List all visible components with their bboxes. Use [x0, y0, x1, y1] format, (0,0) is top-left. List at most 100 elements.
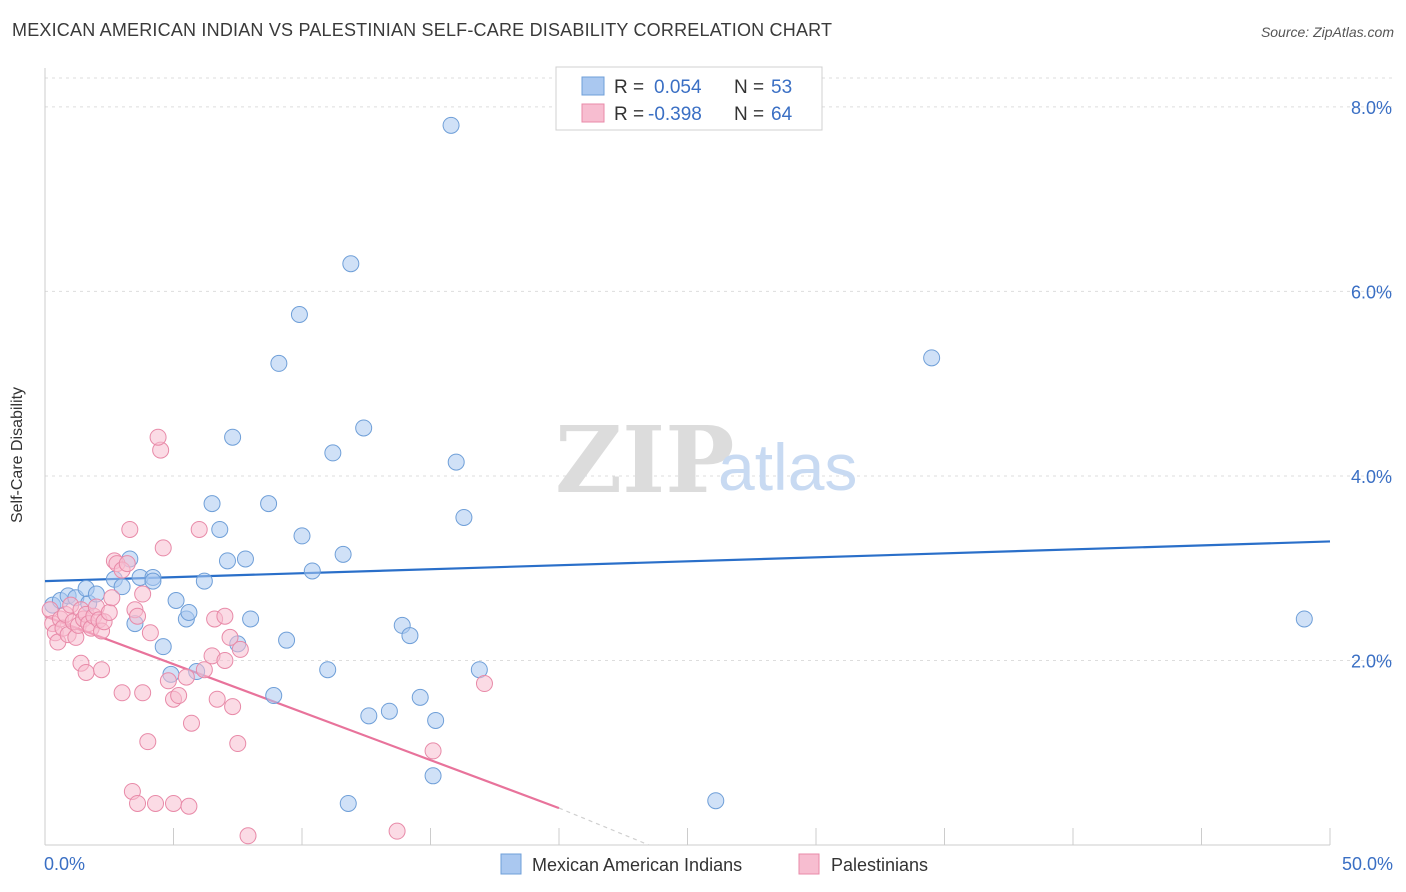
mexican-american-indians-point: [203, 495, 221, 513]
palestinians-point: [121, 520, 139, 538]
legend-r-label: R =: [614, 104, 644, 125]
mexican-american-indians-point: [923, 349, 941, 367]
mexican-american-indians-trend-line: [44, 540, 1331, 583]
mexican-american-indians-point: [707, 792, 725, 810]
palestinians-point: [216, 607, 234, 625]
mexican-american-indians-point: [270, 354, 288, 372]
palestinians-point: [170, 687, 188, 705]
palestinians-point: [475, 675, 493, 693]
mexican-american-indians-point: [380, 702, 398, 720]
mexican-american-indians-point: [195, 572, 213, 590]
palestinians-point: [141, 624, 159, 642]
series-legend: Mexican American Indians Palestinians: [500, 853, 928, 875]
mexican-american-indians-point: [218, 552, 236, 570]
palestinians-point: [118, 555, 136, 573]
mexican-american-indians-point: [319, 661, 337, 679]
mexican-american-indians-point: [339, 794, 357, 812]
x-tick-label: 50.0%: [1342, 854, 1393, 874]
palestinians-point: [103, 589, 121, 607]
y-tick-label: 8.0%: [1351, 98, 1392, 118]
palestinians-point: [180, 797, 198, 815]
palestinians-trend-line: [44, 615, 560, 810]
palestinians-point: [93, 661, 111, 679]
palestinians-point: [208, 690, 226, 708]
legend-swatch-blue: [581, 76, 605, 96]
mexican-american-indians-point: [447, 453, 465, 471]
mexican-american-indians-point: [442, 116, 460, 134]
tick-labels: 2.0% 4.0% 6.0% 8.0% 0.0% 50.0%: [44, 98, 1393, 874]
legend-label-palestinians: Palestinians: [831, 855, 928, 875]
legend-swatch-pink: [581, 103, 605, 123]
palestinians-point: [113, 684, 131, 702]
palestinians-point: [229, 735, 247, 753]
mexican-american-indians-point: [260, 495, 278, 513]
mexican-american-indians-point: [180, 604, 198, 621]
mexican-american-indians-point: [427, 711, 445, 729]
legend-n-label: N =: [734, 77, 764, 98]
mexican-american-indians-point: [424, 767, 442, 785]
legend-label-mexican-american-indians: Mexican American Indians: [532, 855, 742, 875]
mexican-american-indians-point: [411, 688, 429, 706]
trend-lines: [44, 540, 1331, 846]
palestinians-point: [224, 698, 242, 716]
palestinians-point: [129, 794, 147, 812]
axes: [44, 68, 1331, 846]
palestinians-point: [190, 520, 208, 538]
palestinians-point: [159, 672, 177, 690]
grid-lines: [45, 77, 1392, 661]
mexican-american-indians-point: [303, 562, 321, 580]
mexican-american-indians-point: [360, 707, 378, 725]
palestinians-point: [100, 604, 118, 621]
data-points: [41, 116, 1313, 845]
mexican-american-indians-point: [293, 527, 311, 545]
y-tick-label: 4.0%: [1351, 467, 1392, 487]
mexican-american-indians-point: [1295, 610, 1313, 628]
watermark-atlas: atlas: [718, 430, 857, 504]
mexican-american-indians-point: [167, 592, 185, 610]
palestinians-point: [165, 794, 182, 812]
mexican-american-indians-point: [113, 578, 131, 596]
palestinians-point: [149, 428, 167, 446]
x-tick-label: 0.0%: [44, 854, 85, 874]
mexican-american-indians-point: [290, 305, 308, 323]
palestinians-point: [388, 822, 406, 840]
legend-n-value: 64: [771, 104, 793, 125]
chart-title: MEXICAN AMERICAN INDIAN VS PALESTINIAN S…: [12, 20, 833, 40]
mexican-american-indians-point: [401, 627, 419, 645]
mexican-american-indians-point: [342, 255, 360, 273]
palestinians-point: [239, 827, 257, 845]
legend-swatch-mexican-american-indians: [500, 853, 522, 875]
chart-source: Source: ZipAtlas.com: [1260, 24, 1394, 40]
palestinians-point: [177, 668, 195, 686]
mexican-american-indians-point: [324, 444, 342, 462]
palestinians-point: [77, 663, 95, 681]
palestinians-point: [139, 733, 157, 751]
watermark-zip: ZIP: [555, 406, 734, 514]
palestinians-point: [182, 714, 200, 732]
palestinians-point: [221, 628, 239, 646]
watermark: ZIP atlas: [555, 406, 857, 514]
y-tick-label: 2.0%: [1351, 651, 1392, 671]
legend-r-value: -0.398: [648, 104, 702, 125]
mexican-american-indians-point: [355, 419, 373, 437]
legend-swatch-palestinians: [798, 853, 820, 875]
mexican-american-indians-point: [334, 545, 352, 563]
palestinians-point: [134, 684, 152, 702]
mexican-american-indians-point: [236, 550, 254, 568]
palestinians-point: [216, 651, 234, 669]
palestinians-point: [424, 742, 442, 760]
palestinians-point: [147, 794, 165, 812]
mexican-american-indians-point: [265, 687, 283, 705]
palestinians-point: [231, 640, 249, 658]
mexican-american-indians-point: [144, 572, 162, 590]
mexican-american-indians-point: [211, 520, 229, 538]
mexican-american-indians-point: [224, 428, 242, 446]
legend-r-value: 0.054: [654, 77, 702, 98]
legend-n-value: 53: [771, 77, 792, 98]
palestinians-point: [195, 661, 213, 679]
mexican-american-indians-point: [154, 638, 172, 656]
palestinians-trend-extension: [558, 807, 650, 846]
legend-n-label: N =: [734, 104, 764, 125]
palestinians-point: [134, 585, 152, 603]
palestinians-point: [154, 539, 172, 557]
